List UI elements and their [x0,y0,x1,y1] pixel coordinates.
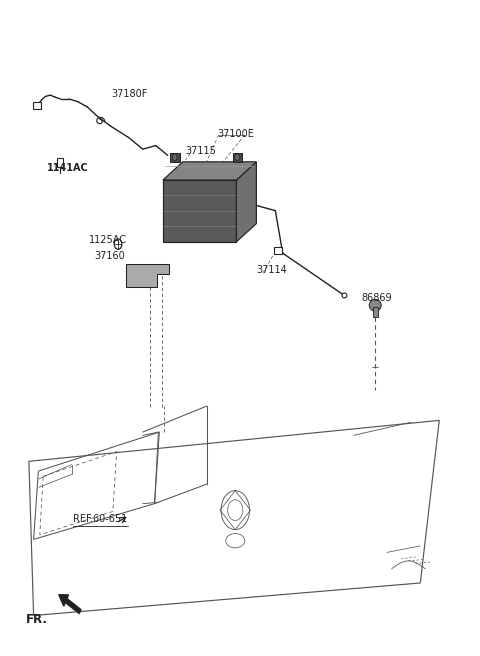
Text: 86869: 86869 [361,293,392,303]
Polygon shape [163,180,237,242]
Bar [373,306,378,317]
FancyArrow shape [59,595,81,613]
Bar [170,153,180,162]
Polygon shape [126,264,169,287]
Circle shape [172,154,177,161]
Text: 1125AC: 1125AC [89,236,127,245]
Bar [33,102,41,109]
Polygon shape [163,162,256,180]
Text: 37100E: 37100E [217,129,254,139]
Text: 37114: 37114 [257,264,288,275]
Text: REF.60-651: REF.60-651 [73,514,127,524]
Ellipse shape [369,299,381,311]
Polygon shape [237,162,256,242]
Bar [274,247,282,254]
Bar [57,158,62,167]
Circle shape [235,154,240,161]
Circle shape [114,239,122,249]
Text: 37115: 37115 [185,146,216,155]
Text: 37160: 37160 [94,251,125,261]
Text: FR.: FR. [25,613,48,626]
Bar [232,153,242,162]
Text: 37180F: 37180F [111,89,147,99]
Text: 1141AC: 1141AC [47,163,89,173]
